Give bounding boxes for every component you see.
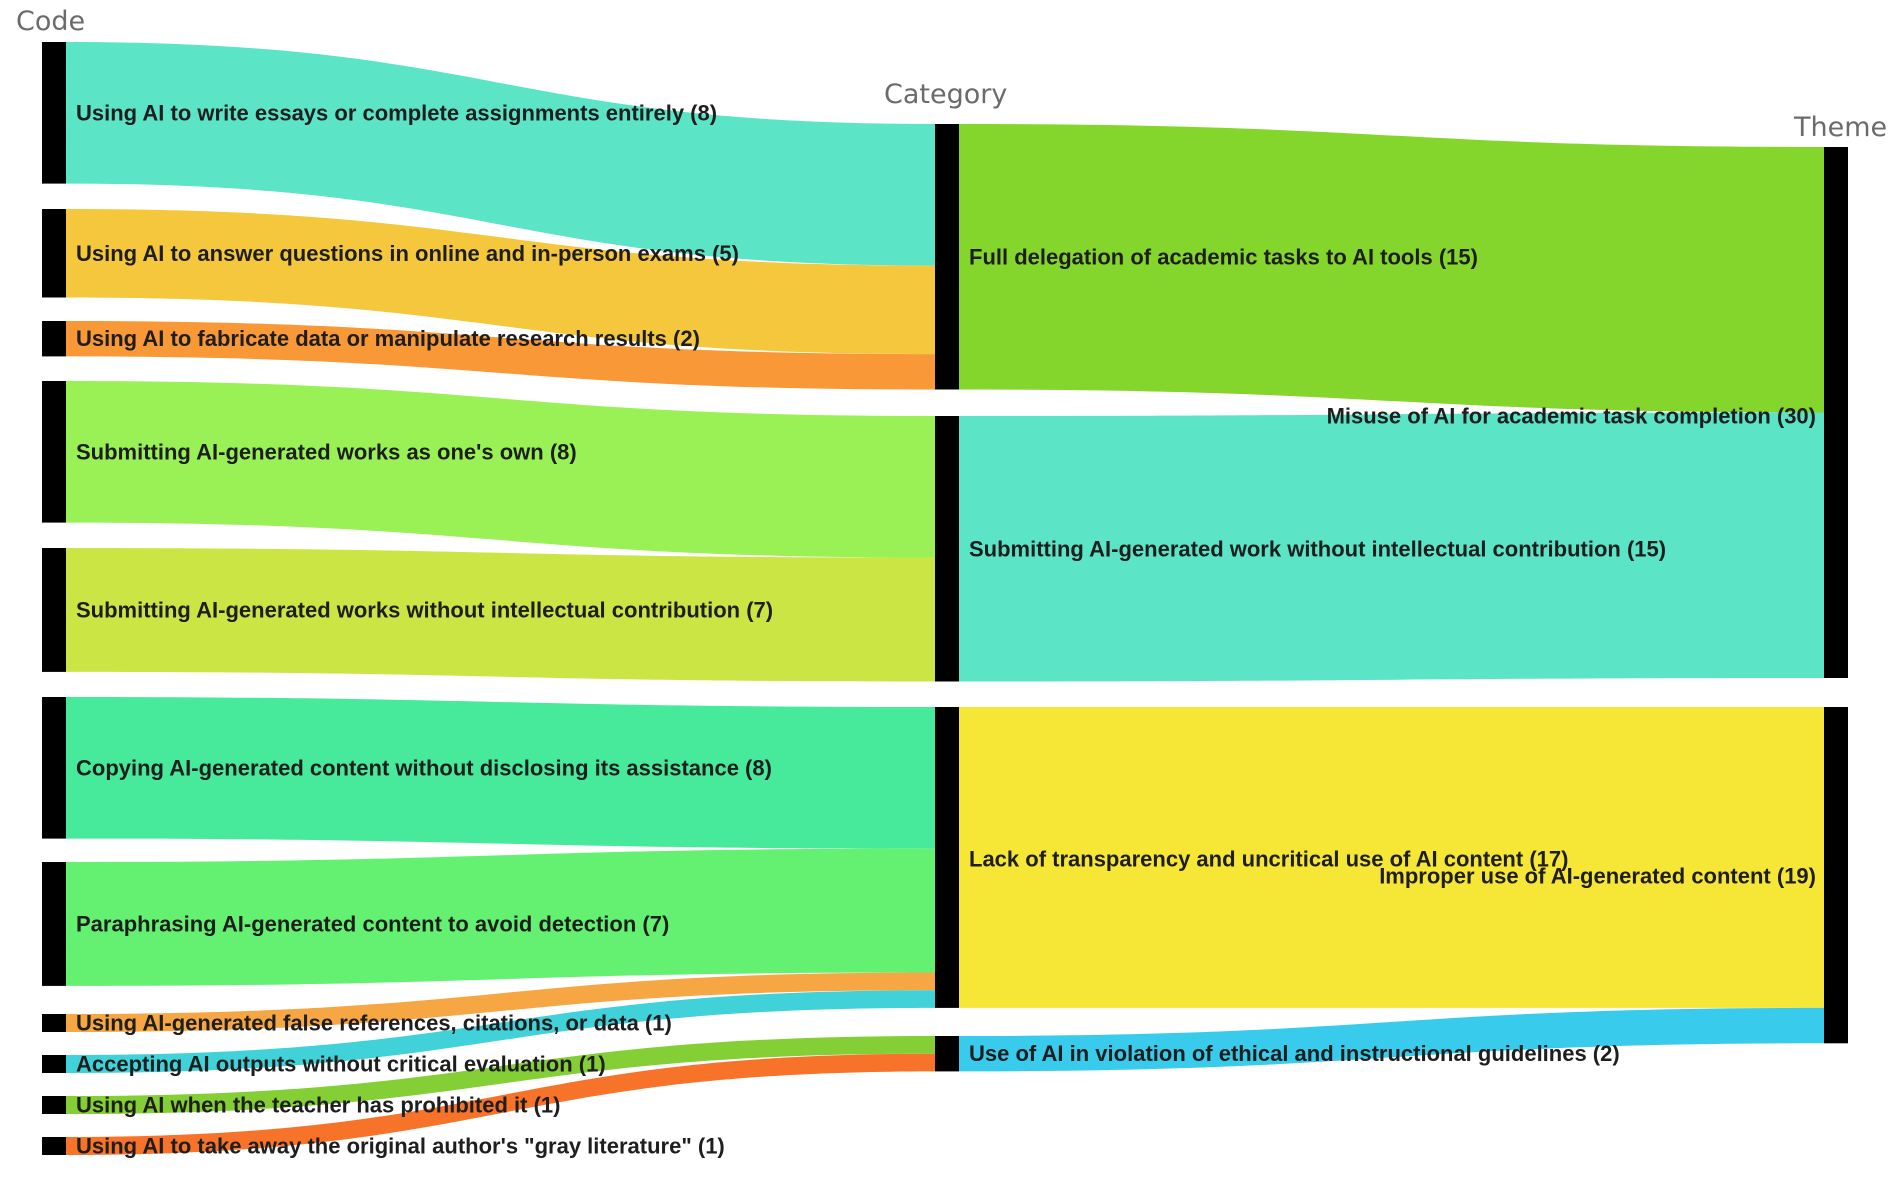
sankey-label-c11: Using AI to take away the original autho… xyxy=(76,1134,725,1159)
sankey-label-k2: Submitting AI-generated work without int… xyxy=(969,536,1666,561)
sankey-node-k1 xyxy=(935,124,959,390)
sankey-node-k3 xyxy=(935,707,959,1008)
sankey-node-c3 xyxy=(42,321,66,357)
sankey-node-c9 xyxy=(42,1055,66,1073)
sankey-node-k4 xyxy=(935,1036,959,1072)
sankey-label-c6: Copying AI-generated content without dis… xyxy=(76,755,772,780)
sankey-label-c9: Accepting AI outputs without critical ev… xyxy=(76,1052,606,1077)
sankey-link-c7-k3 xyxy=(66,848,935,986)
sankey-label-c7: Paraphrasing AI-generated content to avo… xyxy=(76,911,669,936)
sankey-node-c1 xyxy=(42,42,66,184)
sankey-label-k4: Use of AI in violation of ethical and in… xyxy=(969,1041,1620,1066)
sankey-label-k3: Lack of transparency and uncritical use … xyxy=(969,847,1568,872)
sankey-link-c6-k3 xyxy=(66,697,935,849)
sankey-link-c11-k4 xyxy=(66,1053,935,1155)
sankey-node-c6 xyxy=(42,697,66,839)
sankey-label-t2: Improper use of AI-generated content (19… xyxy=(1379,864,1816,889)
sankey-label-c5: Submitting AI-generated works without in… xyxy=(76,597,773,622)
sankey-node-c11 xyxy=(42,1137,66,1155)
sankey-label-c8: Using AI-generated false references, cit… xyxy=(76,1011,672,1036)
sankey-label-k1: Full delegation of academic tasks to AI … xyxy=(969,244,1478,269)
sankey-node-c5 xyxy=(42,548,66,672)
sankey-node-k2 xyxy=(935,416,959,682)
labels-layer: Using AI to write essays or complete ass… xyxy=(76,100,1816,1158)
sankey-link-c8-k3 xyxy=(66,972,935,1032)
sankey-node-c10 xyxy=(42,1096,66,1114)
sankey-label-t1: Misuse of AI for academic task completio… xyxy=(1327,404,1816,429)
sankey-label-c10: Using AI when the teacher has prohibited… xyxy=(76,1093,560,1118)
category-column-title: Category xyxy=(884,79,1007,110)
sankey-node-t1 xyxy=(1824,147,1848,678)
sankey-link-c4-k2 xyxy=(66,381,935,558)
sankey-node-c8 xyxy=(42,1014,66,1032)
sankey-link-c9-k3 xyxy=(66,990,935,1073)
sankey-link-k4-t2 xyxy=(959,1007,1824,1072)
sankey-link-c1-k1 xyxy=(66,42,935,266)
sankey-node-t2 xyxy=(1824,707,1848,1044)
sankey-label-c1: Using AI to write essays or complete ass… xyxy=(76,100,717,125)
sankey-node-c2 xyxy=(42,209,66,298)
sankey-label-c2: Using AI to answer questions in online a… xyxy=(76,241,739,266)
sankey-link-k2-t1 xyxy=(959,412,1824,682)
sankey-link-k1-t1 xyxy=(959,124,1824,413)
sankey-node-c4 xyxy=(42,381,66,523)
sankey-node-c7 xyxy=(42,862,66,986)
code-column-title: Code xyxy=(16,6,85,37)
sankey-link-c5-k2 xyxy=(66,548,935,682)
sankey-link-k3-t2 xyxy=(959,707,1824,1008)
sankey-link-c10-k4 xyxy=(66,1036,935,1114)
links-layer xyxy=(66,42,1824,1155)
sankey-link-c2-k1 xyxy=(66,209,935,355)
sankey-label-c4: Submitting AI-generated works as one's o… xyxy=(76,439,577,464)
sankey-label-c3: Using AI to fabricate data or manipulate… xyxy=(76,326,700,351)
theme-column-title: Theme xyxy=(1793,112,1887,143)
sankey-link-c3-k1 xyxy=(66,321,935,390)
nodes-layer xyxy=(42,42,1848,1155)
